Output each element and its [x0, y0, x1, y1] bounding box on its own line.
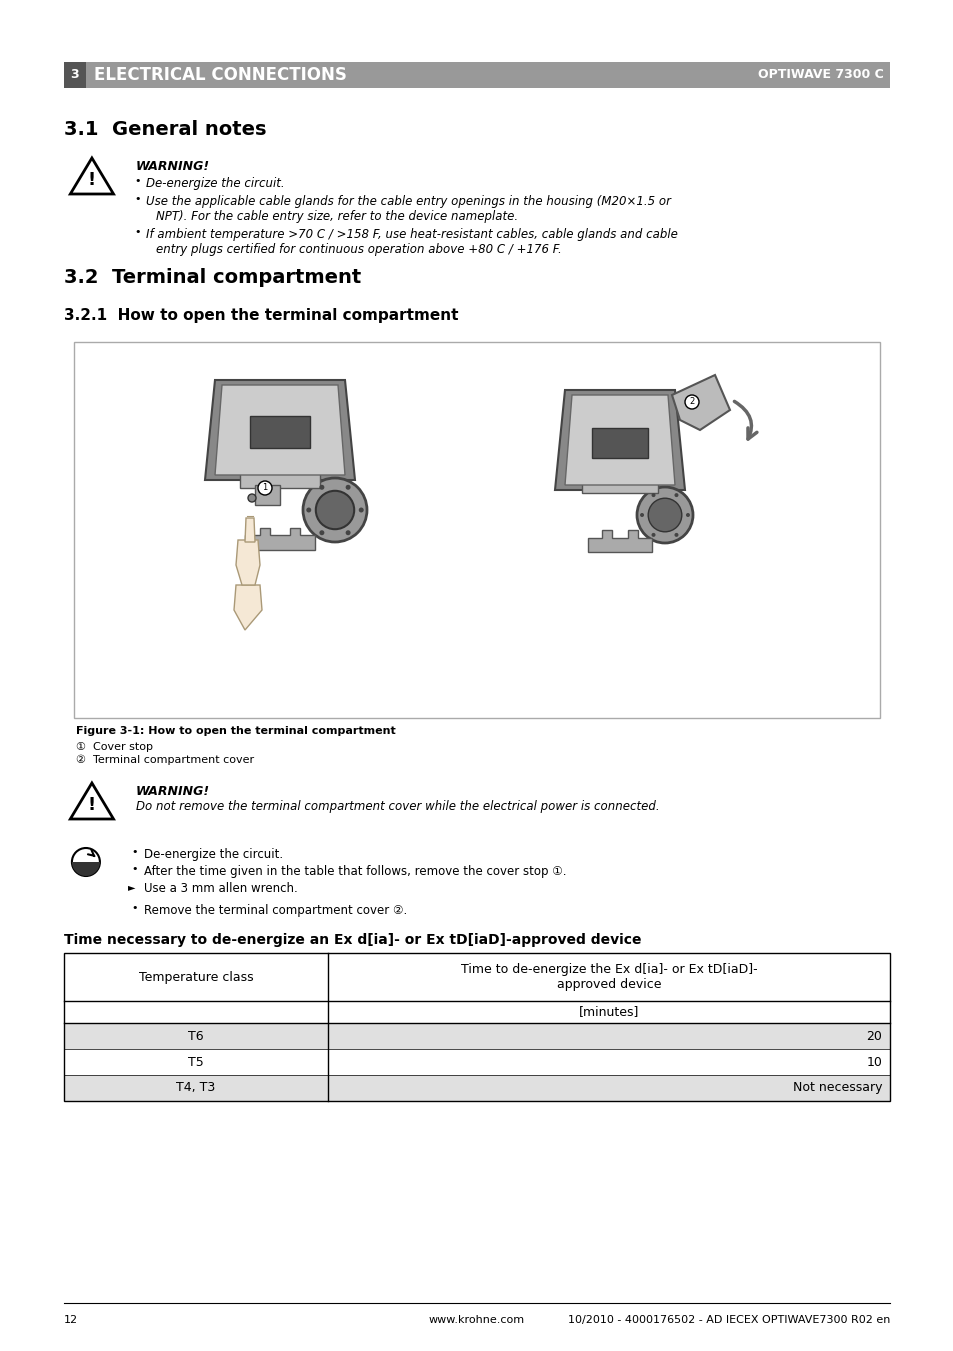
- Text: 3.2.1  How to open the terminal compartment: 3.2.1 How to open the terminal compartme…: [64, 308, 458, 323]
- Text: WARNING!: WARNING!: [135, 785, 210, 798]
- Text: De-energize the circuit.: De-energize the circuit.: [144, 848, 283, 861]
- Text: ►: ►: [128, 882, 135, 892]
- Text: OPTIWAVE 7300 C: OPTIWAVE 7300 C: [758, 69, 883, 81]
- Polygon shape: [245, 517, 254, 542]
- Text: Remove the terminal compartment cover ②.: Remove the terminal compartment cover ②.: [144, 904, 407, 917]
- Text: T6: T6: [188, 1029, 204, 1043]
- Circle shape: [639, 513, 643, 517]
- Bar: [73, 342, 880, 717]
- Text: •: •: [133, 227, 140, 236]
- Text: •: •: [133, 176, 140, 186]
- Text: 3: 3: [71, 69, 79, 81]
- Circle shape: [345, 530, 351, 535]
- Polygon shape: [671, 376, 729, 430]
- FancyArrowPatch shape: [734, 401, 756, 439]
- Text: 20: 20: [865, 1029, 882, 1043]
- Bar: [592, 428, 647, 458]
- Text: Figure 3-1: How to open the terminal compartment: Figure 3-1: How to open the terminal com…: [76, 725, 395, 736]
- Text: •: •: [131, 902, 137, 913]
- Bar: [64, 952, 889, 1101]
- Circle shape: [651, 532, 655, 536]
- Text: Time necessary to de-energize an Ex d[ia]- or Ex tD[iaD]-approved device: Time necessary to de-energize an Ex d[ia…: [64, 934, 640, 947]
- Circle shape: [685, 513, 689, 517]
- Circle shape: [257, 481, 272, 494]
- Polygon shape: [245, 528, 314, 550]
- Text: •: •: [131, 865, 137, 874]
- Circle shape: [319, 485, 324, 490]
- Text: De-energize the circuit.: De-energize the circuit.: [146, 177, 284, 190]
- Polygon shape: [205, 380, 355, 480]
- Text: T5: T5: [188, 1055, 204, 1069]
- Circle shape: [248, 494, 255, 503]
- Text: Use a 3 mm allen wrench.: Use a 3 mm allen wrench.: [144, 882, 297, 894]
- Circle shape: [319, 530, 324, 535]
- Bar: [64, 62, 889, 88]
- Circle shape: [306, 508, 311, 512]
- Text: After the time given in the table that follows, remove the cover stop ①.: After the time given in the table that f…: [144, 865, 566, 878]
- Text: 3.2  Terminal compartment: 3.2 Terminal compartment: [64, 267, 361, 286]
- Circle shape: [651, 493, 655, 497]
- Text: 1: 1: [262, 484, 268, 493]
- Text: NPT). For the cable entry size, refer to the device nameplate.: NPT). For the cable entry size, refer to…: [155, 209, 517, 223]
- Text: Do not remove the terminal compartment cover while the electrical power is conne: Do not remove the terminal compartment c…: [135, 800, 659, 813]
- Polygon shape: [564, 394, 675, 485]
- Text: •: •: [131, 847, 137, 857]
- Text: 3.1  General notes: 3.1 General notes: [64, 120, 266, 139]
- Bar: [254, 485, 280, 505]
- Text: [minutes]: [minutes]: [578, 1005, 639, 1019]
- Bar: [64, 1075, 889, 1101]
- Text: ②  Terminal compartment cover: ② Terminal compartment cover: [76, 755, 253, 766]
- Circle shape: [684, 394, 699, 409]
- Bar: [64, 1048, 889, 1075]
- Circle shape: [637, 486, 692, 543]
- Text: If ambient temperature >70 C / >158 F, use heat-resistant cables, cable glands a: If ambient temperature >70 C / >158 F, u…: [146, 228, 677, 240]
- Circle shape: [303, 478, 367, 542]
- Text: WARNING!: WARNING!: [135, 159, 210, 173]
- Text: 10: 10: [865, 1055, 882, 1069]
- Bar: [581, 480, 658, 493]
- Circle shape: [358, 508, 363, 512]
- Circle shape: [345, 485, 351, 490]
- Text: Temperature class: Temperature class: [138, 970, 253, 984]
- Circle shape: [674, 493, 678, 497]
- Text: T4, T3: T4, T3: [176, 1082, 215, 1094]
- Text: ①  Cover stop: ① Cover stop: [76, 742, 152, 753]
- Bar: [240, 473, 319, 488]
- Text: www.krohne.com: www.krohne.com: [429, 1315, 524, 1325]
- Text: •: •: [133, 195, 140, 204]
- Text: entry plugs certified for continuous operation above +80 C / +176 F.: entry plugs certified for continuous ope…: [155, 243, 561, 255]
- Circle shape: [647, 499, 681, 532]
- Bar: [64, 62, 86, 88]
- Bar: [250, 416, 310, 449]
- Polygon shape: [214, 385, 345, 476]
- Circle shape: [674, 532, 678, 536]
- Bar: [64, 1023, 889, 1048]
- Polygon shape: [71, 862, 100, 875]
- Polygon shape: [233, 585, 262, 630]
- Text: Use the applicable cable glands for the cable entry openings in the housing (M20: Use the applicable cable glands for the …: [146, 195, 670, 208]
- Text: !: !: [88, 172, 96, 189]
- Text: Not necessary: Not necessary: [792, 1082, 882, 1094]
- Text: ELECTRICAL CONNECTIONS: ELECTRICAL CONNECTIONS: [93, 66, 347, 84]
- Circle shape: [71, 848, 100, 875]
- Polygon shape: [235, 540, 260, 585]
- Polygon shape: [587, 530, 651, 553]
- Text: 2: 2: [689, 397, 694, 407]
- Text: Time to de-energize the Ex d[ia]- or Ex tD[iaD]-
approved device: Time to de-energize the Ex d[ia]- or Ex …: [460, 963, 757, 992]
- Text: !: !: [88, 796, 96, 815]
- Text: 12: 12: [64, 1315, 78, 1325]
- Polygon shape: [555, 390, 684, 490]
- Circle shape: [315, 490, 354, 530]
- Text: 10/2010 - 4000176502 - AD IECEX OPTIWAVE7300 R02 en: 10/2010 - 4000176502 - AD IECEX OPTIWAVE…: [567, 1315, 889, 1325]
